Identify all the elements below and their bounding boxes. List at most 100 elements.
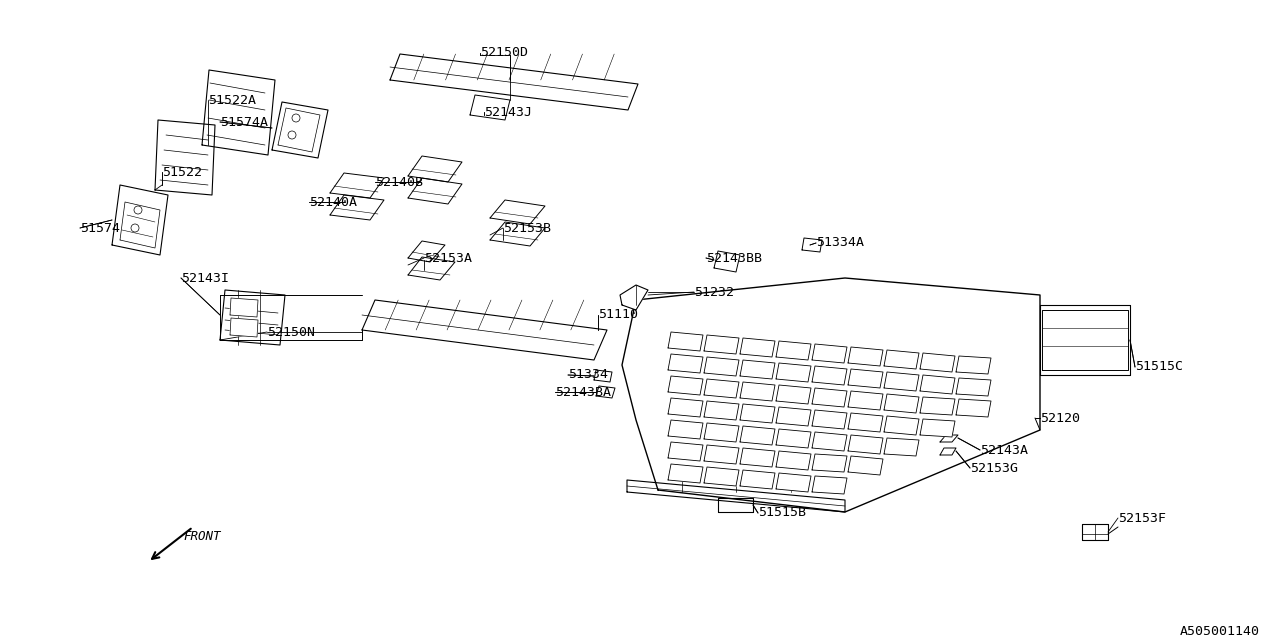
- Text: 51522: 51522: [163, 166, 202, 179]
- Polygon shape: [812, 454, 847, 472]
- Polygon shape: [714, 251, 740, 272]
- Text: 51232: 51232: [694, 285, 733, 298]
- Polygon shape: [776, 407, 812, 426]
- Polygon shape: [408, 241, 445, 262]
- Text: 52140B: 52140B: [375, 175, 422, 189]
- Polygon shape: [776, 473, 812, 492]
- Polygon shape: [668, 442, 703, 461]
- Polygon shape: [408, 178, 462, 204]
- Polygon shape: [920, 353, 955, 372]
- Polygon shape: [490, 222, 545, 246]
- Polygon shape: [362, 300, 607, 360]
- Polygon shape: [812, 366, 847, 385]
- Text: 52140A: 52140A: [308, 195, 357, 209]
- Polygon shape: [627, 480, 845, 512]
- Polygon shape: [330, 195, 384, 220]
- Polygon shape: [812, 410, 847, 429]
- Polygon shape: [740, 382, 774, 401]
- Text: 51522A: 51522A: [207, 93, 256, 106]
- Text: 52120: 52120: [1039, 412, 1080, 424]
- Text: 51110: 51110: [598, 308, 637, 321]
- Polygon shape: [622, 278, 1039, 512]
- Text: 52153G: 52153G: [970, 461, 1018, 474]
- Polygon shape: [230, 298, 259, 317]
- Polygon shape: [740, 470, 774, 489]
- Text: 51334A: 51334A: [817, 237, 864, 250]
- Polygon shape: [956, 399, 991, 417]
- Polygon shape: [220, 290, 285, 345]
- Polygon shape: [920, 419, 955, 437]
- Text: 52150D: 52150D: [480, 47, 529, 60]
- Polygon shape: [408, 156, 462, 182]
- Text: 51334: 51334: [568, 369, 608, 381]
- Text: FRONT: FRONT: [183, 531, 220, 543]
- Polygon shape: [668, 376, 703, 395]
- Polygon shape: [704, 401, 739, 420]
- Polygon shape: [849, 413, 883, 432]
- Polygon shape: [278, 108, 320, 152]
- Polygon shape: [776, 429, 812, 448]
- Polygon shape: [273, 102, 328, 158]
- Polygon shape: [740, 338, 774, 357]
- Polygon shape: [596, 386, 614, 398]
- Text: 52143I: 52143I: [180, 271, 229, 285]
- Text: 52153A: 52153A: [424, 252, 472, 264]
- Polygon shape: [1082, 524, 1108, 540]
- Text: 51515C: 51515C: [1135, 360, 1183, 374]
- Polygon shape: [849, 435, 883, 454]
- Polygon shape: [940, 435, 957, 442]
- Polygon shape: [668, 332, 703, 351]
- Text: 52143A: 52143A: [980, 444, 1028, 456]
- Polygon shape: [884, 416, 919, 435]
- Polygon shape: [668, 464, 703, 483]
- Polygon shape: [620, 285, 648, 310]
- Polygon shape: [668, 354, 703, 373]
- Polygon shape: [812, 476, 847, 494]
- Polygon shape: [849, 369, 883, 388]
- Polygon shape: [849, 347, 883, 366]
- Polygon shape: [740, 426, 774, 445]
- Text: 51574: 51574: [79, 221, 120, 234]
- Polygon shape: [803, 238, 822, 252]
- Text: 52143J: 52143J: [484, 106, 532, 118]
- Polygon shape: [849, 456, 883, 475]
- Polygon shape: [776, 385, 812, 404]
- Polygon shape: [884, 372, 919, 391]
- Polygon shape: [1042, 310, 1128, 370]
- Text: 52143BA: 52143BA: [556, 385, 611, 399]
- Text: 51574A: 51574A: [220, 115, 268, 129]
- Polygon shape: [920, 397, 955, 415]
- Polygon shape: [202, 70, 275, 155]
- Polygon shape: [940, 448, 956, 455]
- Polygon shape: [884, 438, 919, 456]
- Polygon shape: [704, 445, 739, 464]
- Polygon shape: [230, 318, 259, 337]
- Text: 52153F: 52153F: [1117, 511, 1166, 525]
- Polygon shape: [470, 95, 509, 120]
- Polygon shape: [704, 423, 739, 442]
- Polygon shape: [812, 388, 847, 407]
- Polygon shape: [740, 404, 774, 423]
- Polygon shape: [956, 378, 991, 396]
- Polygon shape: [776, 451, 812, 470]
- Polygon shape: [812, 432, 847, 451]
- Polygon shape: [884, 350, 919, 369]
- Polygon shape: [740, 360, 774, 379]
- Polygon shape: [776, 341, 812, 360]
- Polygon shape: [920, 375, 955, 394]
- Polygon shape: [956, 356, 991, 374]
- Text: A505001140: A505001140: [1180, 625, 1260, 638]
- Text: 52150N: 52150N: [268, 326, 315, 339]
- Polygon shape: [408, 257, 454, 280]
- Polygon shape: [330, 173, 384, 198]
- Polygon shape: [776, 363, 812, 382]
- Polygon shape: [740, 448, 774, 467]
- Polygon shape: [849, 391, 883, 410]
- Polygon shape: [704, 335, 739, 354]
- Polygon shape: [812, 344, 847, 363]
- Polygon shape: [668, 420, 703, 439]
- Polygon shape: [390, 54, 637, 110]
- Polygon shape: [155, 120, 215, 195]
- Polygon shape: [704, 467, 739, 486]
- Text: 52143BB: 52143BB: [707, 252, 762, 264]
